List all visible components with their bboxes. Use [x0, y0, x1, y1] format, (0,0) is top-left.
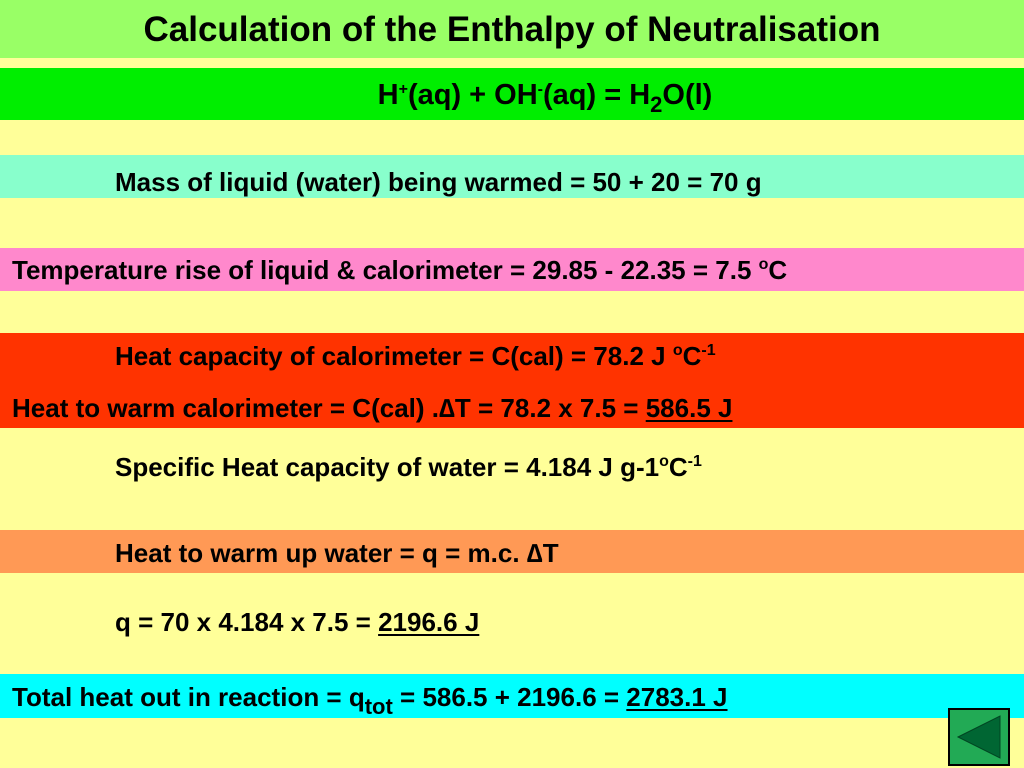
eq-part1: (aq) + OH: [407, 79, 538, 111]
hwater-text: Heat to warm up water = q = m.c.: [115, 538, 527, 568]
temp-text: Temperature rise of liquid & calorimeter…: [12, 255, 759, 285]
delta-symbol: ∆: [438, 393, 455, 423]
eq-part2: (aq) = H: [543, 79, 651, 111]
mass-band: [0, 155, 1024, 198]
delta-symbol: ∆: [526, 538, 543, 568]
shc-exponent: -1: [687, 453, 702, 470]
shc-degree: o: [659, 453, 669, 470]
shc-unit: C: [668, 452, 688, 482]
total-text: Total heat out in reaction = q: [12, 682, 365, 712]
heat-capacity-line: Heat capacity of calorimeter = C(cal) = …: [115, 341, 716, 371]
temperature-band: [0, 248, 1024, 291]
hw-text2: T = 78.2 x 7.5 =: [454, 393, 646, 423]
eq-h2-subscript: 2: [650, 92, 663, 117]
eq-part3: O(l): [662, 79, 713, 111]
total-band: [0, 674, 1024, 718]
total-text2: = 586.5 + 2196.6 =: [392, 682, 627, 712]
hc-degree: o: [672, 342, 683, 359]
calorimeter-band: [0, 333, 1024, 428]
heat-warm-water-line: Heat to warm up water = q = m.c. ∆T: [115, 538, 559, 568]
temperature-line: Temperature rise of liquid & calorimeter…: [12, 255, 787, 285]
hc-unit: C: [682, 341, 702, 371]
hw-text: Heat to warm calorimeter = C(cal) .: [12, 393, 439, 423]
eq-h-charge: +: [398, 81, 408, 98]
hc-exponent: -1: [701, 342, 716, 359]
title-band: [0, 0, 1024, 58]
eq-oh-charge: -: [537, 81, 543, 98]
slide-title: Calculation of the Enthalpy of Neutralis…: [143, 10, 881, 49]
total-heat-line: Total heat out in reaction = qtot = 586.…: [12, 682, 728, 718]
eq-h: H: [377, 79, 399, 111]
total-subscript: tot: [364, 694, 393, 719]
q-calculation-line: q = 70 x 4.184 x 7.5 = 2196.6 J: [115, 607, 479, 637]
equation-band: [0, 68, 1024, 120]
hc-text: Heat capacity of calorimeter = C(cal) = …: [115, 341, 673, 371]
q-result: 2196.6 J: [378, 607, 480, 637]
shc-text: Specific Heat capacity of water = 4.184 …: [115, 452, 660, 482]
temp-degree: o: [758, 256, 769, 273]
hw-result: 586.5 J: [645, 393, 733, 423]
specific-heat-line: Specific Heat capacity of water = 4.184 …: [115, 452, 702, 482]
q-text: q = 70 x 4.184 x 7.5 =: [115, 607, 379, 637]
back-button[interactable]: [948, 708, 1010, 766]
triangle-left-icon: [956, 715, 1001, 759]
temp-unit: C: [768, 255, 788, 285]
heat-water-band: [0, 530, 1024, 573]
mass-line: Mass of liquid (water) being warmed = 50…: [115, 167, 762, 197]
heat-warm-calorimeter-line: Heat to warm calorimeter = C(cal) .∆T = …: [12, 393, 732, 423]
hwater-text2: T: [542, 538, 559, 568]
neutralisation-equation: H+(aq) + OH-(aq) = H2O(l): [0, 79, 1024, 116]
total-result: 2783.1 J: [626, 682, 728, 712]
